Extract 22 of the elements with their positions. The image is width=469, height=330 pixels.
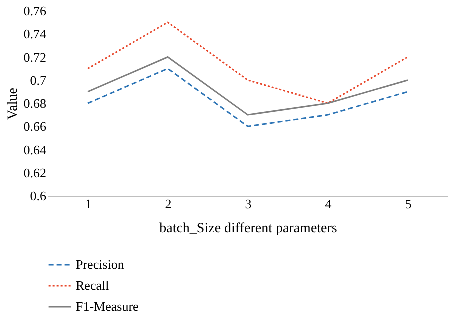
legend-label: Recall	[76, 278, 110, 293]
line-series	[87, 68, 409, 128]
legend-label: F1-Measure	[76, 299, 140, 314]
y-tick-label: 0.68	[24, 96, 46, 111]
y-tick-label: 0.76	[24, 4, 47, 18]
x-tick-label: 4	[325, 196, 332, 212]
y-tick-label: 0.6	[30, 188, 47, 204]
x-axis-title: batch_Size different parameters	[160, 222, 338, 236]
y-tick-label: 0.7	[30, 72, 47, 88]
line-series	[87, 56, 409, 116]
y-tick-label: 0.74	[24, 26, 47, 42]
y-tick-label: 0.72	[24, 50, 46, 65]
y-tick-label: 0.66	[24, 119, 47, 134]
y-tick-label: 0.64	[24, 142, 47, 158]
y-axis-title: Value	[6, 88, 21, 120]
y-tick-label: 0.62	[24, 165, 46, 180]
line-series	[87, 22, 409, 104]
x-tick-label: 3	[245, 196, 252, 212]
x-tick-label: 1	[85, 196, 92, 212]
legend-label: Precision	[76, 257, 125, 272]
x-tick-label: 2	[165, 196, 172, 212]
x-tick-label: 5	[405, 196, 412, 212]
